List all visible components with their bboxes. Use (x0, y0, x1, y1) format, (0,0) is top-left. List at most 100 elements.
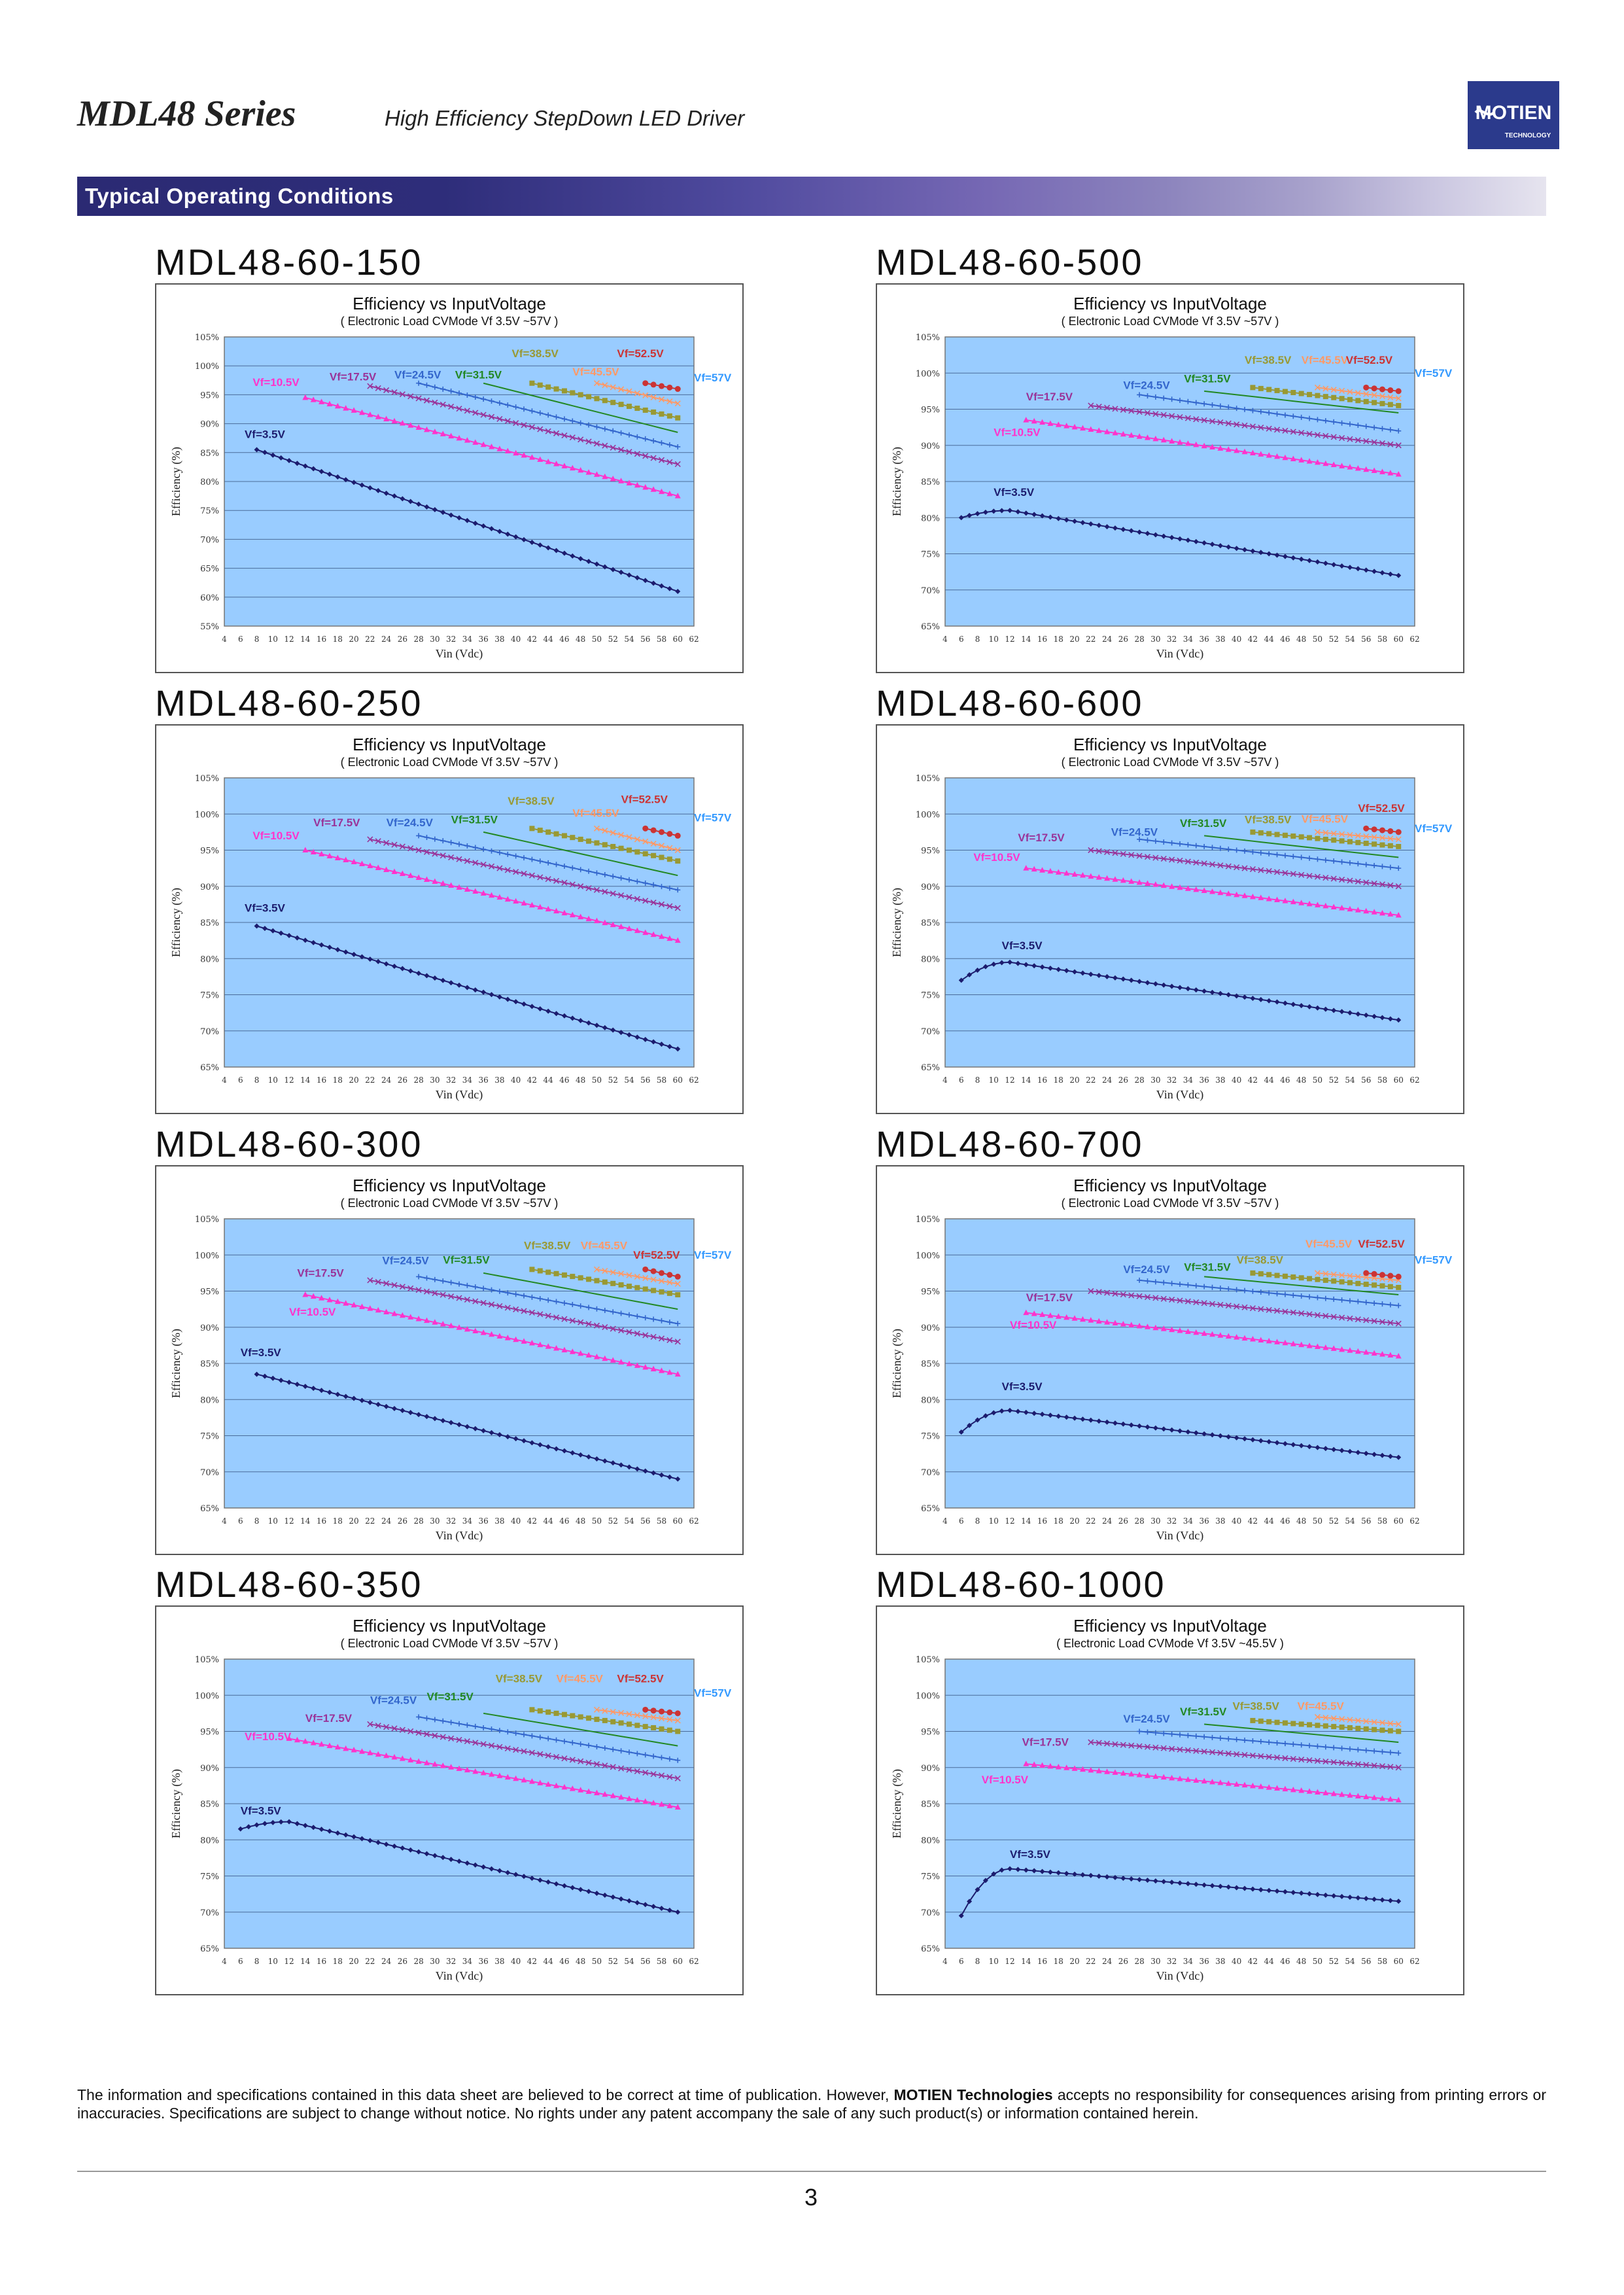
data-point (432, 836, 438, 842)
data-point (1112, 1874, 1118, 1880)
y-tick-label: 75% (921, 1432, 940, 1442)
data-point (594, 1743, 600, 1749)
data-point (1023, 510, 1029, 516)
data-point (1298, 1443, 1304, 1448)
data-point (1258, 409, 1264, 415)
data-point (602, 1267, 608, 1274)
data-point (1298, 1742, 1304, 1748)
data-point (1331, 394, 1337, 400)
data-point (358, 1748, 365, 1754)
data-point (432, 1319, 438, 1325)
data-point (1379, 1749, 1385, 1755)
data-point (658, 1335, 665, 1342)
data-point (528, 424, 535, 430)
data-point (651, 852, 657, 858)
data-point (472, 845, 478, 850)
data-point (1209, 1749, 1216, 1755)
data-point (1201, 843, 1207, 849)
data-point (1209, 861, 1216, 867)
series-vf-10-5v (302, 1291, 681, 1377)
data-point (310, 1293, 317, 1299)
data-point (1225, 1750, 1232, 1757)
data-point (675, 1292, 681, 1298)
data-point (1274, 896, 1281, 903)
data-point (1396, 1303, 1402, 1308)
series-vf-10-5v (1023, 865, 1402, 918)
data-point (610, 384, 616, 391)
data-point (1282, 427, 1288, 434)
data-point (1112, 975, 1118, 981)
data-point (415, 847, 422, 854)
y-axis-label: Efficiency (%) (169, 1769, 183, 1838)
data-point (561, 1272, 567, 1278)
data-point (1322, 1714, 1329, 1721)
efficiency-chart-c1000: Efficiency vs InputVoltage( Electronic L… (890, 1616, 1420, 1983)
data-point (675, 858, 681, 864)
chart-title: Efficiency vs InputVoltage (353, 735, 546, 754)
x-tick-label: 34 (462, 1957, 473, 1966)
data-point (666, 1319, 672, 1325)
label-vf-3-5v: Vf=3.5V (1002, 1380, 1043, 1393)
data-point (1152, 532, 1158, 538)
data-point (674, 400, 681, 407)
data-point (448, 432, 455, 439)
data-point (1290, 1721, 1296, 1726)
data-point (1160, 436, 1167, 443)
data-point (1273, 1754, 1281, 1761)
x-tick-label: 8 (975, 1076, 980, 1085)
data-point (1395, 829, 1402, 835)
data-point (1144, 1772, 1150, 1778)
data-point (537, 1779, 544, 1785)
data-point (504, 867, 511, 873)
data-point (1241, 422, 1248, 429)
data-point (651, 882, 657, 888)
data-point (602, 1892, 608, 1898)
data-point (1314, 384, 1321, 391)
data-point (1282, 852, 1288, 858)
data-point (1274, 1291, 1280, 1297)
data-point (626, 925, 632, 932)
data-point (586, 422, 592, 428)
data-point (1258, 1289, 1264, 1295)
data-point (626, 1464, 632, 1470)
x-tick-label: 6 (959, 1957, 964, 1966)
efficiency-chart-c250: Efficiency vs InputVoltage( Electronic L… (169, 735, 732, 1102)
x-tick-label: 4 (222, 1076, 227, 1085)
data-point (367, 1305, 373, 1311)
data-point (1234, 847, 1239, 853)
data-point (634, 451, 640, 457)
x-tick-label: 24 (1102, 1957, 1113, 1966)
data-point (464, 843, 470, 849)
data-point (1112, 1290, 1118, 1297)
data-point (1250, 829, 1256, 835)
data-point (545, 458, 551, 464)
data-point (1355, 1273, 1361, 1280)
data-point (391, 868, 398, 875)
data-point (1047, 965, 1053, 971)
data-point (1355, 1717, 1361, 1724)
data-point (1023, 1761, 1029, 1766)
data-point (319, 942, 324, 948)
data-point (634, 1723, 640, 1728)
data-point (634, 836, 640, 843)
data-point (1225, 1333, 1232, 1339)
x-tick-label: 58 (1377, 1957, 1387, 1966)
data-point (593, 1706, 600, 1713)
series-vf-45-5v (593, 1266, 681, 1288)
x-tick-label: 34 (1183, 1957, 1194, 1966)
x-tick-label: 34 (1183, 635, 1194, 644)
data-point (651, 1316, 657, 1322)
data-point (1282, 553, 1288, 559)
data-point (415, 1287, 422, 1293)
x-tick-label: 38 (1215, 635, 1225, 644)
data-point (999, 1408, 1005, 1414)
data-point (1104, 1289, 1111, 1296)
data-point (383, 1308, 390, 1314)
data-point (399, 391, 406, 398)
series-vf-17-5v (367, 836, 681, 911)
y-tick-label: 95% (200, 1728, 219, 1738)
data-point (650, 1799, 657, 1806)
data-point (278, 1819, 284, 1825)
data-point (286, 458, 292, 464)
data-point (1339, 1791, 1345, 1797)
